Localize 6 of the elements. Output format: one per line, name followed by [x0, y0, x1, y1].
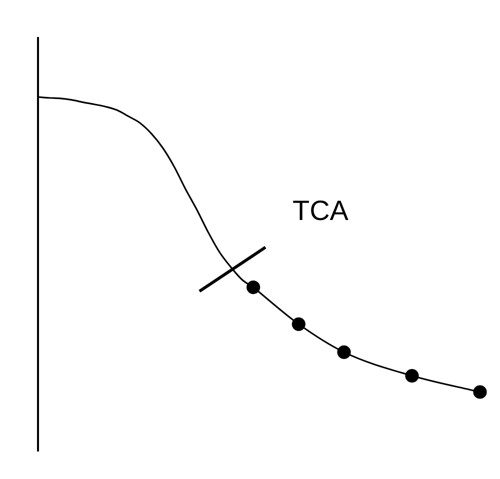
point [405, 368, 419, 383]
point [337, 345, 351, 359]
point [292, 317, 306, 331]
point [473, 385, 487, 399]
point [246, 280, 260, 294]
annotation: TCA [292, 195, 349, 226]
